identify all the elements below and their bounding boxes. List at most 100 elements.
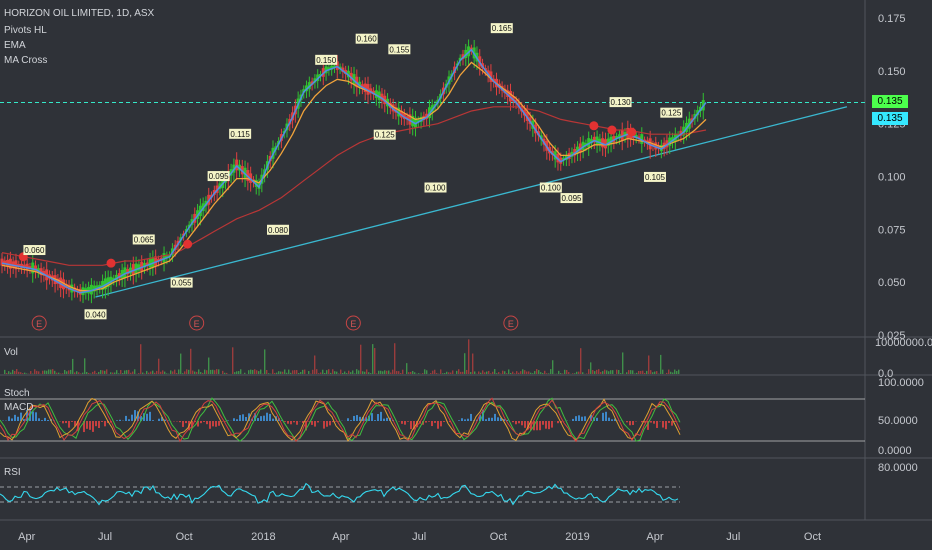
volume-bar	[222, 370, 224, 374]
volume-bar	[410, 371, 412, 374]
ema-mid-line	[1, 61, 707, 292]
candle-body	[59, 277, 63, 288]
pivot-box	[643, 171, 666, 182]
candle-body	[67, 284, 71, 291]
volume-bar	[492, 371, 494, 374]
volume-bar	[62, 373, 64, 374]
macd-histogram-bar	[152, 420, 154, 421]
pivot-text: 0.040	[86, 310, 107, 319]
volume-bar	[18, 371, 20, 374]
macd-histogram-bar	[35, 412, 37, 421]
macd-histogram-bar	[44, 417, 46, 421]
candle-body	[679, 130, 683, 136]
candle-body	[165, 255, 169, 259]
volume-bar	[22, 373, 24, 374]
pivot-text: 0.125	[661, 109, 682, 118]
volume-bar	[74, 372, 76, 374]
volume-bar	[488, 370, 490, 374]
x-tick-label: Oct	[490, 531, 507, 543]
pivot-text: 0.105	[645, 173, 666, 182]
volume-bar	[160, 371, 162, 374]
pivot-label: 0.100	[424, 182, 447, 193]
volume-bar	[184, 371, 186, 374]
volume-bar	[152, 370, 154, 374]
volume-bar	[496, 373, 498, 374]
candle-body	[6, 259, 10, 267]
pivot-label: 0.160	[355, 33, 378, 44]
macd-histogram-bar	[608, 417, 610, 421]
candle-body	[148, 259, 152, 268]
volume-bar	[414, 372, 416, 374]
pivot-label: 0.100	[539, 182, 562, 193]
pivot-text: 0.155	[389, 45, 410, 54]
macd-histogram-bar	[557, 421, 559, 424]
macd-histogram-bar	[257, 418, 259, 421]
legend-ema[interactable]: EMA	[4, 40, 26, 51]
candle-body	[603, 139, 607, 149]
volume-bar	[370, 373, 372, 374]
x-tick-label: Jul	[412, 531, 426, 543]
volume-bar	[150, 371, 152, 374]
volume-bar	[82, 372, 84, 374]
volume-bar	[672, 372, 674, 374]
volume-bar	[382, 371, 384, 374]
y-tick-label: 0.075	[878, 224, 906, 236]
volume-bar	[660, 354, 662, 374]
macd-histogram-bar	[527, 421, 529, 430]
volume-bar	[36, 370, 38, 374]
candle-body	[14, 260, 18, 270]
volume-bar	[214, 370, 216, 374]
candle-body	[89, 284, 93, 295]
volume-bar	[174, 369, 176, 374]
candle-body	[623, 132, 627, 137]
legend-pivots[interactable]: Pivots HL	[4, 25, 47, 36]
macd-histogram-bar	[38, 418, 40, 421]
rsi-pane-label[interactable]: RSI	[4, 467, 21, 478]
macd-histogram-bar	[512, 421, 514, 423]
macd-histogram-bar	[191, 421, 193, 429]
volume-bar	[652, 372, 654, 374]
volume-bar	[46, 370, 48, 374]
macd-histogram-bar	[536, 421, 538, 431]
stoch-axis-top: 100.0000	[878, 377, 924, 389]
volume-bar	[406, 363, 408, 374]
candle-body	[570, 151, 574, 157]
volume-bar	[412, 370, 414, 374]
volume-bar	[346, 373, 348, 374]
volume-bar	[448, 372, 450, 374]
volume-bar	[646, 370, 648, 374]
legend-ma-cross[interactable]: MA Cross	[4, 55, 48, 66]
macd-histogram-bar	[431, 421, 433, 427]
candle-body	[20, 263, 24, 268]
stoch-pane-label[interactable]: Stoch	[4, 388, 30, 399]
macd-histogram-bar	[380, 411, 382, 421]
macd-histogram-bar	[521, 421, 523, 426]
candle-body	[95, 285, 99, 290]
macd-histogram-bar	[314, 421, 316, 427]
vol-pane-label[interactable]: Vol	[4, 347, 18, 358]
legend-symbol[interactable]: HORIZON OIL LIMITED, 1D, ASX	[4, 8, 155, 19]
macd-histogram-bar	[8, 416, 10, 421]
pivot-label: 0.065	[132, 234, 155, 245]
pivot-box	[560, 193, 583, 204]
x-tick-label: Apr	[18, 531, 35, 543]
volume-bar	[124, 370, 126, 374]
volume-bar	[598, 369, 600, 374]
volume-bar	[126, 370, 128, 374]
pivot-box	[355, 33, 378, 44]
volume-bar	[102, 370, 104, 374]
pivot-box	[315, 54, 338, 65]
pivot-box	[660, 107, 683, 118]
macd-histogram-bar	[209, 421, 211, 429]
volume-bar	[444, 373, 446, 374]
volume-bar	[278, 371, 280, 374]
candle-body	[106, 277, 110, 288]
macd-pane-label[interactable]: MACD	[4, 402, 34, 413]
candle-body	[126, 269, 130, 275]
pivot-box	[373, 129, 396, 140]
volume-bar	[42, 370, 44, 374]
macd-histogram-bar	[437, 421, 439, 429]
macd-histogram-bar	[71, 421, 73, 422]
macd-histogram-bar	[605, 411, 607, 421]
